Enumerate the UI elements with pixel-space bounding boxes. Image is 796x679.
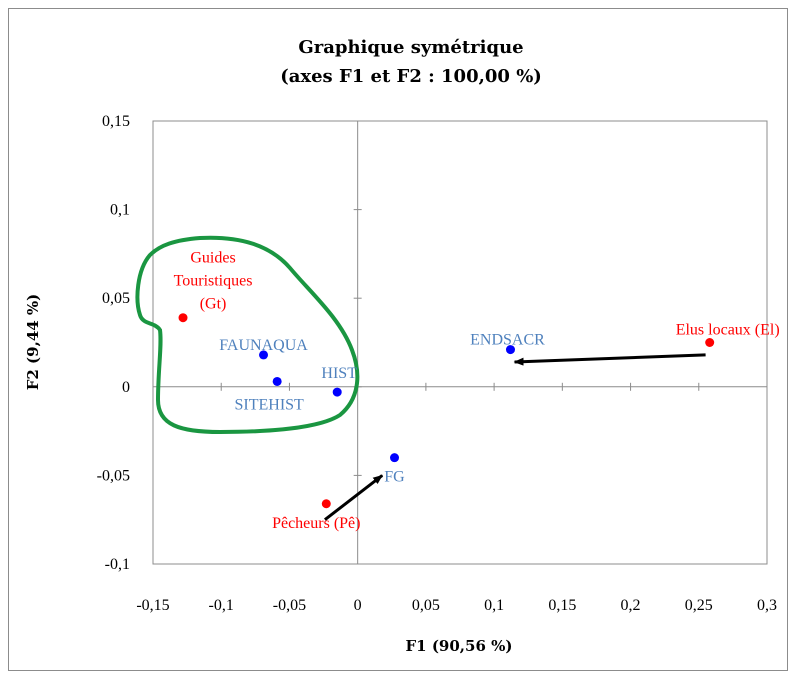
point-label: Elus locaux (El): [676, 322, 780, 339]
chart-subtitle: (axes F1 et F2 : 100,00 %): [280, 66, 542, 87]
y-tick-label: 0,05: [102, 290, 130, 307]
x-tick-label: 0,25: [685, 597, 713, 614]
x-tick-label: -0,15: [136, 597, 169, 614]
data-point: [259, 350, 269, 360]
point-label: FAUNAQUA: [219, 337, 308, 354]
point-label: Guides: [190, 250, 235, 267]
x-tick-label: 0,1: [484, 597, 504, 614]
x-axis-title: F1 (90,56 %): [406, 637, 513, 655]
x-tick-label: 0: [354, 597, 362, 614]
x-tick-label: -0,1: [209, 597, 234, 614]
x-tick-label: 0,05: [412, 597, 440, 614]
data-point: [272, 376, 282, 386]
chart-title: Graphique symétrique: [298, 37, 523, 58]
point-label: (Gt): [200, 296, 227, 313]
data-point: [705, 338, 715, 347]
chart-frame: [8, 8, 788, 671]
y-tick-label: -0,1: [105, 556, 130, 573]
y-tick-label: -0,05: [97, 467, 130, 484]
point-label: Touristiques: [174, 273, 253, 290]
plot-border: [152, 120, 768, 565]
data-point: [321, 499, 331, 509]
y-tick-label: 0,1: [110, 202, 130, 219]
data-point: [390, 453, 400, 463]
point-label: HIST: [321, 365, 357, 382]
x-tick-label: 0,3: [757, 597, 777, 614]
point-label: FG: [384, 469, 405, 486]
data-point: [505, 345, 515, 355]
annotation-arrow: [324, 474, 384, 521]
y-tick-label: 0,15: [102, 113, 130, 130]
x-tick-label: 0,15: [548, 597, 576, 614]
point-label: ENDSACR: [470, 332, 545, 349]
plot-area: -0,15 -0,1 -0,05 0 0,05 0,1 0,15 0,2 0,25 0,3 -0,1…: [97, 113, 780, 614]
point-label: SITEHIST: [235, 396, 305, 413]
data-point: [178, 313, 188, 323]
point-label: Pêcheurs (Pê): [272, 515, 360, 532]
data-point: [332, 387, 342, 397]
y-tick-label: 0: [122, 379, 130, 396]
annotation-arrow: [513, 353, 706, 366]
group-enclosure: [135, 235, 360, 435]
x-tick-label: -0,05: [273, 597, 306, 614]
y-axis-title: F2 (9,44 %): [24, 294, 42, 391]
x-tick-label: 0,2: [621, 597, 641, 614]
